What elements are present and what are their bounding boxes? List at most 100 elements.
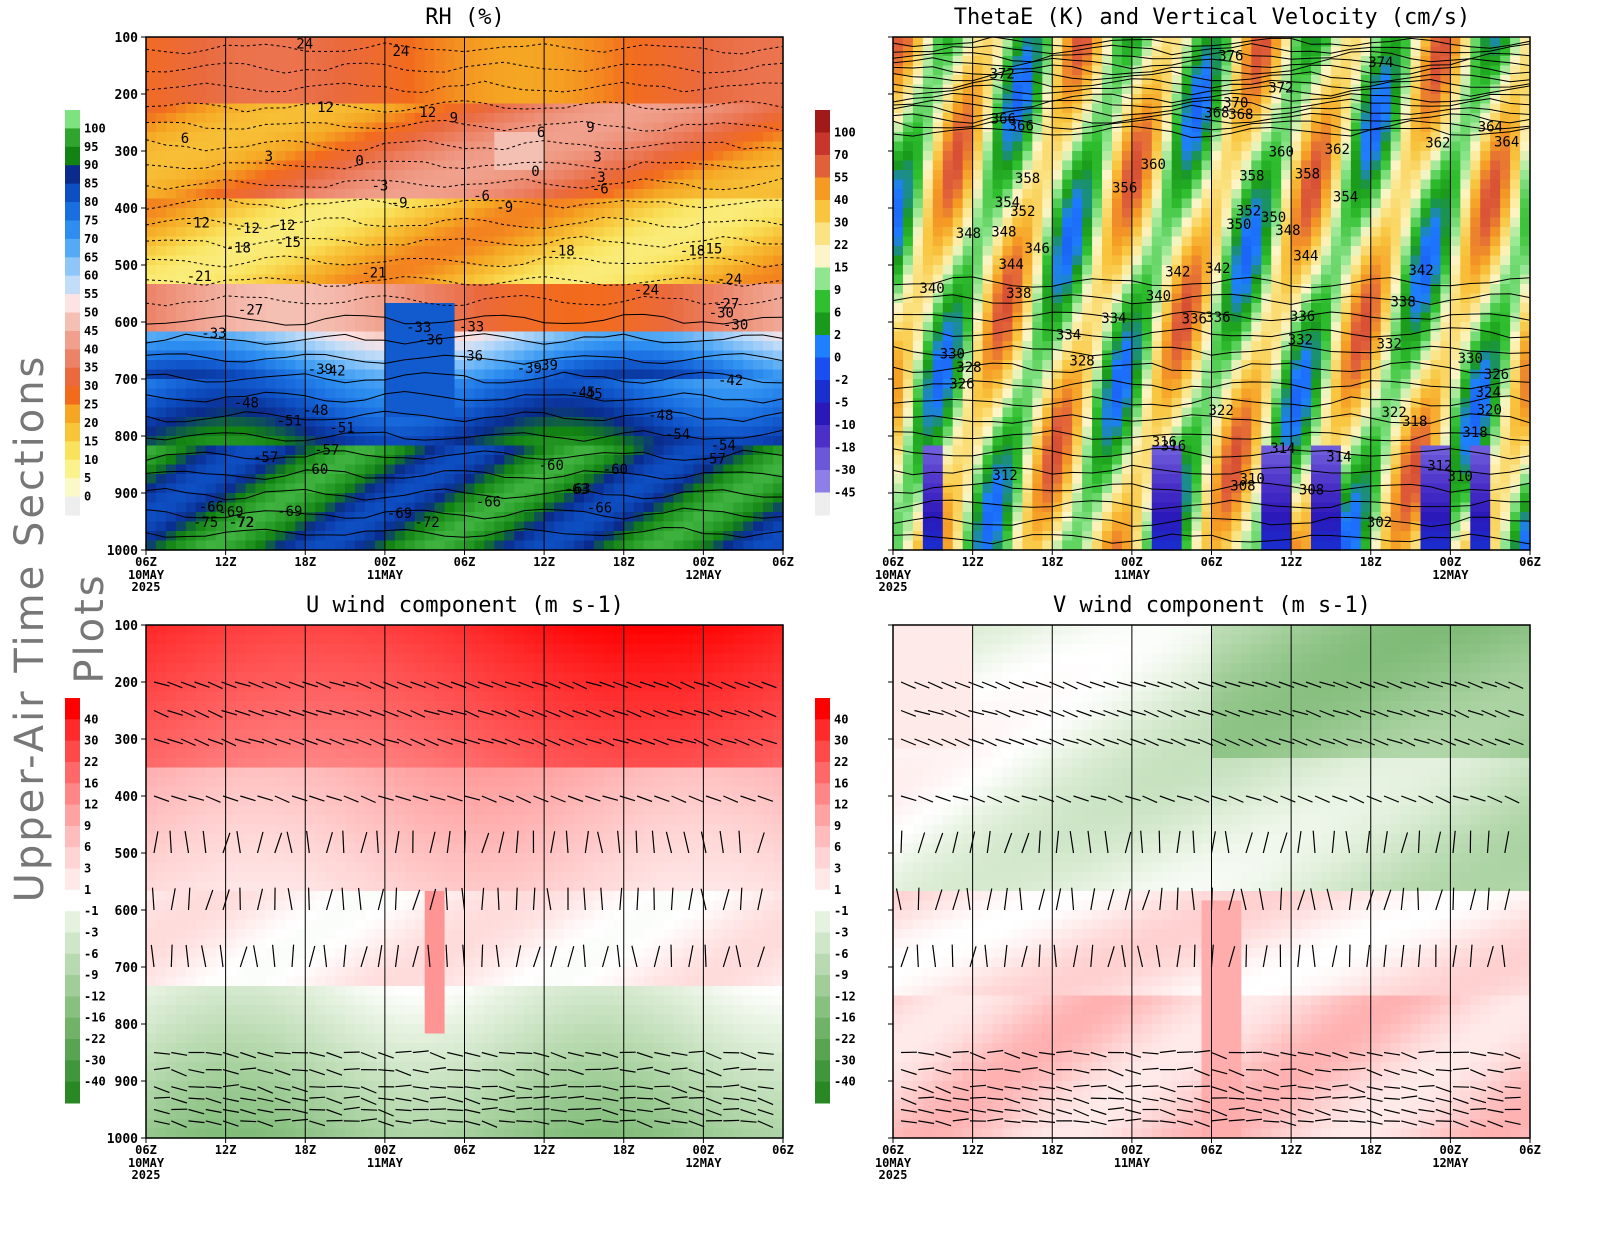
colorbar: 40 30 22 16 12 9 6 3 1 -1 -3 -6 -9 -12 -16 -22 -30 -40	[815, 698, 856, 1104]
wind-barb	[464, 681, 480, 689]
wind-barb	[1349, 1051, 1366, 1057]
wind-barb	[239, 946, 248, 968]
colorbar-swatch	[815, 783, 830, 806]
wind-barb	[461, 887, 466, 911]
wind-barb	[1142, 795, 1158, 804]
chart-panel: V wind component (m s-1)06Z 12Z 18Z 00Z 06Z 1…	[815, 593, 1541, 1182]
wind-barb	[464, 1069, 481, 1072]
wind-barb	[1159, 1108, 1176, 1116]
wind-barb	[167, 709, 183, 716]
contour-label: 376	[1218, 48, 1243, 64]
wind-barb	[1305, 738, 1322, 746]
wind-barb	[688, 1120, 705, 1128]
contour-label: 322	[1209, 403, 1234, 419]
wind-barb	[761, 709, 777, 718]
wind-barb	[1383, 831, 1388, 854]
wind-barb	[1159, 887, 1163, 911]
wind-barb	[757, 946, 765, 968]
wind-barb	[900, 709, 917, 717]
wind-barb	[968, 709, 985, 716]
colorbar-label: 60	[84, 269, 98, 283]
wind-barb	[1224, 709, 1241, 717]
wind-barb	[599, 738, 615, 747]
wind-barb	[619, 1119, 636, 1122]
wind-barb	[1090, 1108, 1107, 1116]
wind-barb	[987, 795, 1003, 804]
contour-label: 0	[531, 164, 539, 180]
y-tick-label: 800	[115, 1018, 139, 1033]
wind-barb	[987, 1118, 1004, 1122]
wind-barb	[602, 1097, 619, 1102]
wind-barb	[234, 681, 251, 687]
wind-barb	[723, 1066, 740, 1071]
colorbar-swatch	[65, 1081, 80, 1104]
wind-barb	[705, 795, 722, 802]
wind-barb	[900, 1097, 917, 1105]
wind-barb	[429, 1051, 446, 1060]
wind-barb	[1038, 888, 1045, 911]
wind-barb	[1440, 738, 1456, 746]
wind-barb	[1366, 1051, 1383, 1057]
wind-barb	[205, 1086, 222, 1089]
wind-barb	[567, 795, 584, 803]
x-date-label: 12MAY	[1432, 568, 1469, 582]
x-tick-label: 18Z	[294, 555, 316, 569]
wind-barb	[1251, 709, 1268, 716]
wind-barb	[952, 1050, 969, 1054]
wind-barb	[170, 944, 173, 968]
wind-barb	[169, 830, 172, 854]
wind-barb	[383, 709, 399, 717]
contour-label: -57	[253, 450, 278, 466]
wind-barb	[462, 944, 466, 968]
wind-barb	[1194, 1097, 1211, 1104]
wind-barb	[188, 795, 205, 801]
wind-barb	[1504, 1086, 1521, 1089]
wind-barb	[194, 681, 210, 688]
wind-barb	[558, 681, 574, 689]
contour-label: 314	[1326, 449, 1351, 465]
contour-label: 360	[1269, 144, 1294, 160]
wind-barb	[185, 944, 190, 968]
y-tick-label: 200	[115, 676, 139, 691]
colorbar-swatch	[65, 459, 80, 479]
wind-barb	[326, 1108, 343, 1116]
contour-label: 362	[1425, 136, 1450, 152]
wind-barb	[935, 1120, 952, 1127]
colorbar-swatch	[65, 889, 80, 912]
wind-barb	[395, 1108, 412, 1112]
wind-barb	[447, 795, 463, 802]
wind-barb	[987, 1049, 1004, 1054]
wind-barb	[516, 1107, 533, 1111]
wind-barb	[291, 1118, 309, 1122]
wind-barb	[935, 1086, 952, 1094]
wind-barb	[1056, 1097, 1073, 1102]
colorbar-label: 65	[84, 250, 98, 264]
wind-barb	[1504, 1096, 1521, 1099]
colorbar-swatch	[815, 996, 830, 1019]
wind-barb	[205, 795, 221, 803]
wind-barb	[481, 1107, 498, 1111]
contour-label: 352	[1010, 204, 1035, 220]
wind-barb	[1004, 795, 1020, 803]
colorbar-label: -30	[84, 1053, 106, 1067]
wind-barb	[1280, 1051, 1297, 1057]
wind-barb	[914, 681, 930, 689]
wind-barb	[360, 795, 376, 804]
contour-label: -27	[238, 303, 263, 319]
contour-label: 346	[1025, 241, 1050, 257]
wind-barb	[532, 887, 536, 911]
wind-barb	[1346, 738, 1363, 744]
wind-barb	[1418, 1050, 1435, 1054]
wind-barb	[308, 887, 310, 911]
wind-barb	[585, 1118, 602, 1122]
y-tick-label: 900	[115, 1075, 139, 1090]
wind-barb	[740, 1108, 757, 1116]
wind-barb	[1008, 738, 1025, 746]
wind-barb	[1224, 738, 1240, 747]
contour-label: 326	[949, 377, 974, 393]
wind-barb	[1245, 1108, 1262, 1114]
wind-barb	[1116, 738, 1133, 746]
y-tick-label: 500	[115, 847, 139, 862]
colorbar-label: 55	[84, 287, 98, 301]
wind-barb	[464, 738, 480, 745]
